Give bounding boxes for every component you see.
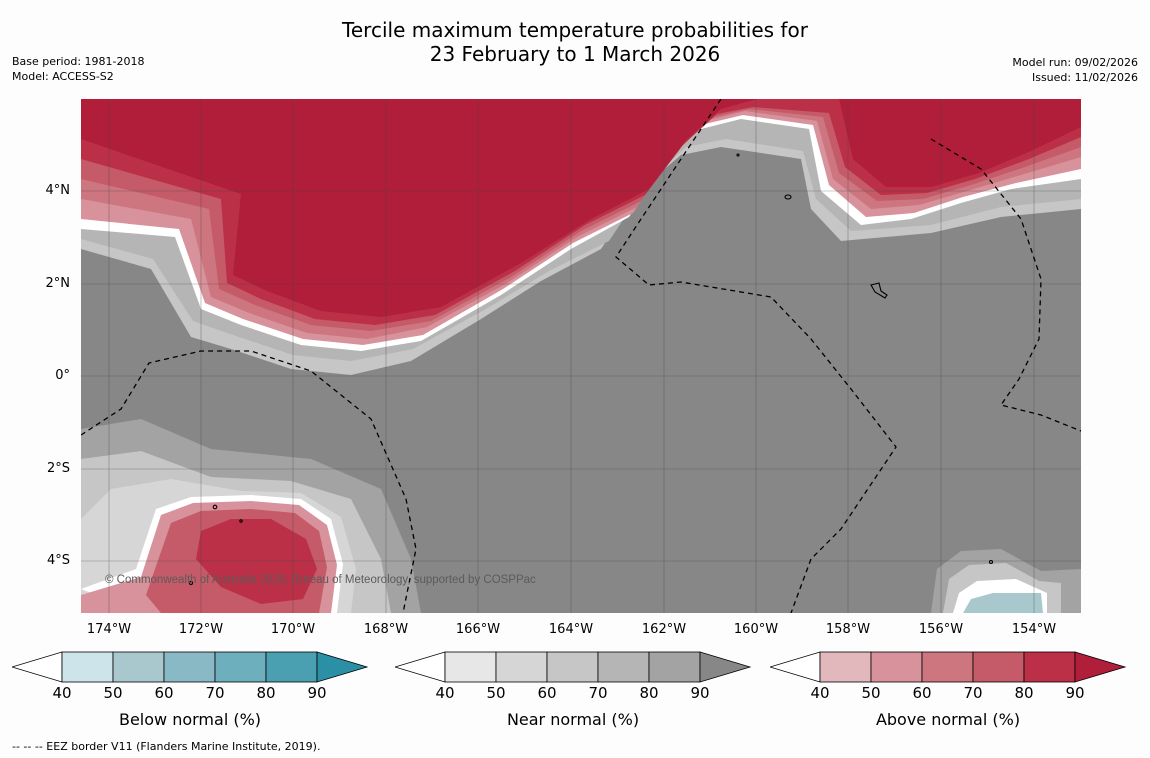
tick-above-70: 70 (963, 684, 983, 702)
tick-below-80: 80 (256, 684, 276, 702)
lon-label-172w: 172°W (178, 622, 224, 637)
colorbar-above-normal (768, 650, 1130, 688)
island-6 (988, 559, 994, 565)
lon-label-164w: 164°W (548, 622, 594, 637)
meta-left: Base period: 1981-2018 Model: ACCESS-S2 (12, 54, 144, 84)
lon-label-156w: 156°W (918, 622, 964, 637)
lat-label-2s: 2°S (46, 461, 70, 476)
tick-above-90: 90 (1065, 684, 1085, 702)
island-7 (736, 153, 740, 157)
colorbar-above-label: Above normal (%) (875, 710, 1021, 729)
title-line-1: Tercile maximum temperature probabilitie… (342, 18, 808, 42)
lat-label-4s: 4°S (46, 553, 70, 568)
colorbar-near-ticks: 40 50 60 70 80 90 (395, 684, 755, 704)
colorbar-below-swatches (10, 651, 369, 683)
eez-border-west (81, 350, 417, 613)
tick-below-70: 70 (205, 684, 225, 702)
tick-below-40: 40 (52, 684, 72, 702)
tick-near-60: 60 (537, 684, 557, 702)
tick-below-50: 50 (103, 684, 123, 702)
colorbar-swatch-40-50 (819, 651, 872, 683)
colorbar-below-ticks: 40 50 60 70 80 90 (12, 684, 372, 704)
colorbar-swatch-70-80 (597, 651, 650, 683)
tick-above-40: 40 (810, 684, 830, 702)
chart-title: Tercile maximum temperature probabilitie… (0, 18, 1150, 66)
tick-near-50: 50 (486, 684, 506, 702)
colorbar-swatch-80-90 (265, 651, 318, 683)
lon-label-162w: 162°W (641, 622, 687, 637)
colorbar-above-ticks: 40 50 60 70 80 90 (770, 684, 1130, 704)
eez-border-east (930, 138, 1081, 432)
lon-label-158w: 158°W (825, 622, 871, 637)
tick-below-90: 90 (307, 684, 327, 702)
issued-date: Issued: 11/02/2026 (1031, 71, 1138, 84)
tick-above-80: 80 (1014, 684, 1034, 702)
colorbar-below-normal (10, 650, 372, 688)
map-panel: © Commonwealth of Australia 2026, Bureau… (81, 99, 1081, 613)
lon-label-166w: 166°W (455, 622, 501, 637)
colorbar-swatch-80-90 (648, 651, 701, 683)
lon-label-168w: 168°W (363, 622, 409, 637)
tick-near-90: 90 (690, 684, 710, 702)
colorbar-below-label: Below normal (%) (118, 710, 262, 729)
lon-label-174w: 174°W (86, 622, 132, 637)
colorbar-arrow-gt90 (316, 651, 369, 683)
copyright-text: © Commonwealth of Australia 2026, Bureau… (105, 574, 536, 586)
island-5 (188, 580, 194, 586)
island-4 (239, 519, 243, 523)
above-normal-region-north (81, 99, 1081, 375)
lat-label-2n: 2°N (45, 276, 71, 291)
colorbar-swatch-60-70 (921, 651, 974, 683)
model-run: Model run: 09/02/2026 (1012, 56, 1138, 69)
model-name: Model: ACCESS-S2 (12, 70, 114, 83)
eez-footnote: -- -- -- EEZ border V11 (Flanders Marine… (12, 740, 321, 753)
colorbar-swatch-50-60 (112, 651, 165, 683)
above-band-90 (81, 99, 1081, 317)
colorbar-swatch-50-60 (870, 651, 923, 683)
colorbar-near-normal (393, 650, 755, 688)
colorbar-arrow-gt90 (699, 651, 752, 683)
colorbar-arrow-lt40 (393, 651, 446, 683)
tick-near-70: 70 (588, 684, 608, 702)
colorbar-swatch-70-80 (972, 651, 1025, 683)
tick-near-40: 40 (435, 684, 455, 702)
se-below-band-50 (963, 593, 1043, 613)
island-1 (784, 194, 792, 200)
lon-label-170w: 170°W (270, 622, 316, 637)
lon-label-154w: 154°W (1011, 622, 1057, 637)
lat-label-0: 0° (55, 368, 70, 383)
grid-lines (81, 99, 1081, 613)
above-normal-region-southwest (81, 419, 421, 613)
base-period: Base period: 1981-2018 (12, 55, 145, 68)
eez-border-central (615, 99, 897, 613)
colorbar-swatch-50-60 (495, 651, 548, 683)
island-2 (870, 282, 888, 299)
southeast-pocket (931, 549, 1081, 613)
colorbar-swatch-80-90 (1023, 651, 1076, 683)
colorbar-arrow-gt90 (1074, 651, 1127, 683)
colorbar-swatch-60-70 (546, 651, 599, 683)
title-line-2: 23 February to 1 March 2026 (429, 42, 721, 66)
colorbar-near-swatches (393, 651, 752, 683)
sw-above-band-80 (196, 519, 317, 604)
tick-below-60: 60 (154, 684, 174, 702)
tick-above-60: 60 (912, 684, 932, 702)
colorbar-near-label: Near normal (%) (506, 710, 640, 729)
colorbar-swatch-40-50 (61, 651, 114, 683)
lat-label-4n: 4°N (45, 183, 71, 198)
lon-label-160w: 160°W (733, 622, 779, 637)
colorbar-swatch-40-50 (444, 651, 497, 683)
eez-borders (81, 99, 1081, 613)
colorbar-swatch-60-70 (163, 651, 216, 683)
colorbar-arrow-lt40 (768, 651, 821, 683)
islands (188, 153, 994, 586)
island-3 (212, 504, 218, 510)
colorbar-swatch-70-80 (214, 651, 267, 683)
tick-above-50: 50 (861, 684, 881, 702)
meta-right: Model run: 09/02/2026 Issued: 11/02/2026 (1012, 55, 1138, 85)
tick-near-80: 80 (639, 684, 659, 702)
colorbar-arrow-lt40 (10, 651, 63, 683)
colorbar-above-swatches (768, 651, 1127, 683)
